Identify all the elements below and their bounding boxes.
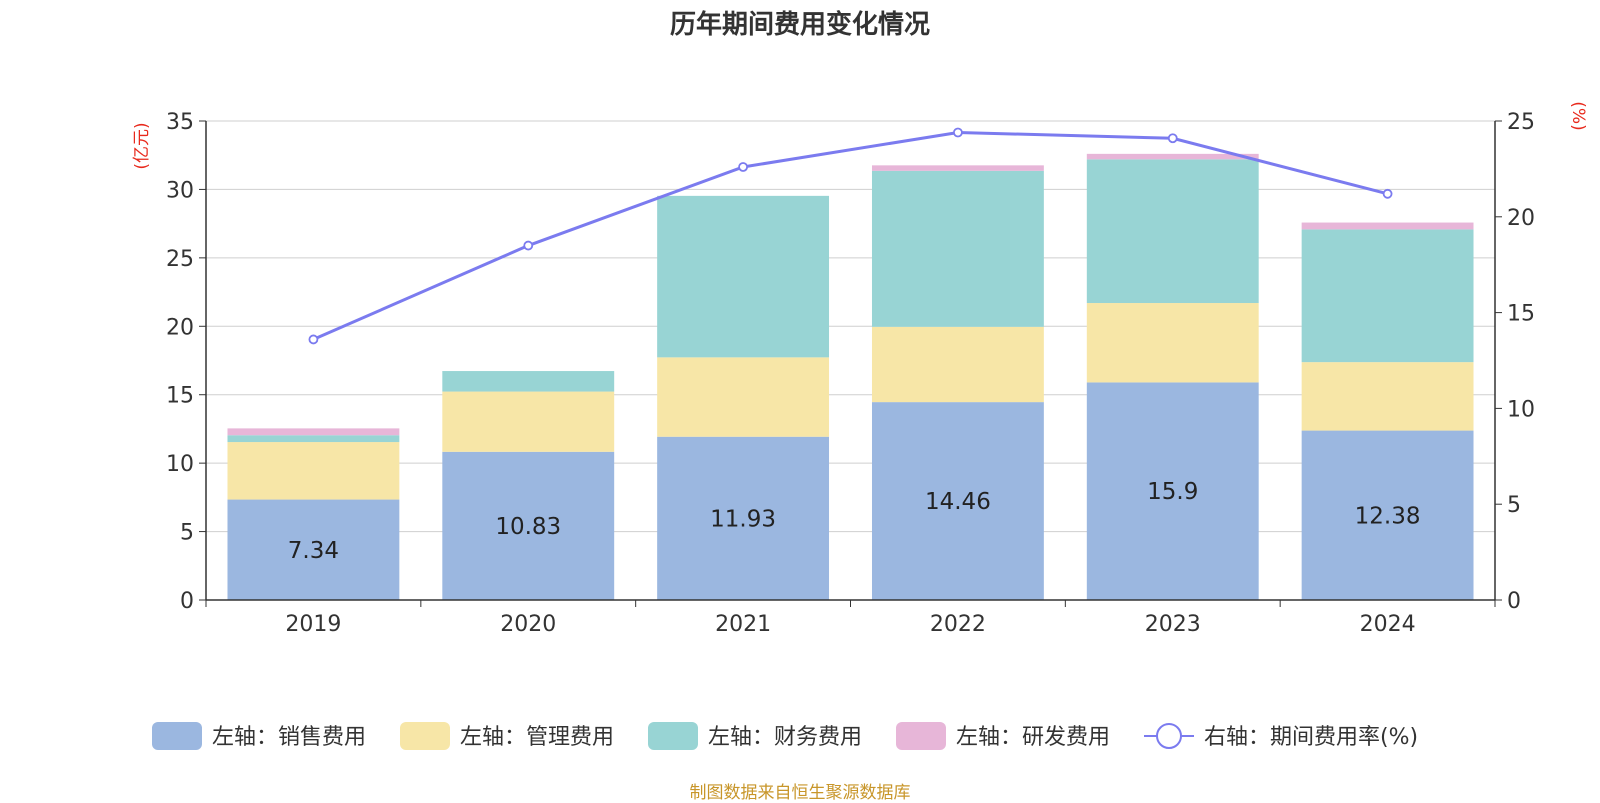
rate-point	[1167, 133, 1178, 144]
right-tick-label: 20	[1507, 206, 1535, 231]
left-tick-label: 25	[166, 247, 194, 272]
right-tick-label: 10	[1507, 397, 1535, 422]
bar-segment	[442, 371, 615, 392]
rate-line	[308, 127, 1393, 345]
bar-value-label: 7.34	[288, 538, 339, 564]
legend-label: 右轴：期间费用率(%)	[1204, 725, 1418, 750]
left-tick-label: 15	[166, 384, 194, 409]
bar-segment	[227, 499, 400, 600]
x-tick-label: 2022	[930, 612, 986, 637]
rate-point	[523, 240, 534, 251]
rate-point	[953, 127, 963, 138]
bar-segment	[1301, 430, 1474, 600]
bar-segment	[1301, 229, 1474, 363]
bar-segment	[871, 326, 1044, 403]
bar-segment	[227, 435, 400, 443]
right-tick-label: 15	[1507, 302, 1535, 327]
right-tick-label: 0	[1507, 589, 1521, 614]
bar-value-label: 11.93	[710, 506, 776, 532]
legend-marker	[1156, 723, 1182, 749]
bar-value-label: 14.46	[925, 489, 991, 515]
legend-label: 左轴：销售费用	[212, 725, 366, 750]
bar-segment	[1086, 159, 1259, 304]
left-tick-label: 0	[180, 589, 194, 614]
grid-lines	[206, 120, 1495, 533]
bar-segment	[1086, 153, 1259, 160]
legend-swatch	[152, 722, 202, 750]
bar-labels: 7.34 10.83 11.93 14.46 15.9 12.38	[288, 479, 1421, 564]
bar-segment	[657, 357, 830, 437]
bar-segment	[1086, 382, 1259, 600]
bar-segment	[657, 195, 830, 358]
x-tick-label: 2024	[1360, 612, 1416, 637]
legend-label: 左轴：财务费用	[708, 725, 862, 750]
rate-point	[308, 334, 319, 345]
bar-segment	[871, 165, 1044, 171]
bar-segment	[871, 402, 1044, 600]
legend-label: 左轴：研发费用	[956, 725, 1110, 750]
right-tick-label: 5	[1507, 493, 1521, 518]
rate-line-path	[312, 130, 1388, 341]
rate-point	[738, 162, 748, 172]
bar-segment	[871, 170, 1044, 327]
bar-value-label: 10.83	[495, 514, 561, 540]
legend-label: 左轴：管理费用	[460, 725, 614, 750]
bar-segment	[1086, 303, 1259, 383]
legend: 左轴：销售费用 左轴：管理费用 左轴：财务费用 左轴：研发费用 右轴：期间费用率(%)	[152, 722, 1418, 750]
bars	[227, 153, 1474, 600]
bar-value-label: 12.38	[1355, 503, 1421, 529]
bar-segment	[657, 436, 830, 600]
bar-segment	[227, 442, 400, 500]
bar-segment	[442, 391, 615, 452]
left-tick-label: 35	[166, 110, 194, 135]
legend-swatch	[896, 722, 946, 750]
legend-swatch	[400, 722, 450, 750]
x-tick-label: 2021	[715, 612, 771, 637]
bar-segment	[1301, 362, 1474, 431]
left-tick-label: 5	[180, 521, 194, 546]
left-tick-label: 20	[166, 315, 194, 340]
bar-segment	[1301, 222, 1474, 230]
legend-swatch	[648, 722, 698, 750]
x-tick-label: 2020	[500, 612, 556, 637]
left-axis-unit: (亿元)	[132, 122, 152, 169]
bar-segment	[227, 428, 400, 436]
axes: 0 5 10 15 20 25 30 35 0 5 10 15 20 25 2019 2020 2021 2022…	[166, 110, 1535, 637]
left-tick-label: 10	[166, 452, 194, 477]
chart-title: 历年期间费用变化情况	[670, 9, 930, 40]
right-axis-unit: (%)	[1568, 101, 1588, 130]
bar-segment	[442, 451, 615, 600]
bar-value-label: 15.9	[1147, 479, 1198, 505]
x-tick-label: 2019	[285, 612, 341, 637]
rate-point	[1382, 188, 1393, 199]
left-tick-label: 30	[166, 178, 194, 203]
right-tick-label: 25	[1507, 110, 1535, 135]
x-tick-label: 2023	[1145, 612, 1201, 637]
footer-source: 制图数据来自恒生聚源数据库	[689, 783, 911, 803]
